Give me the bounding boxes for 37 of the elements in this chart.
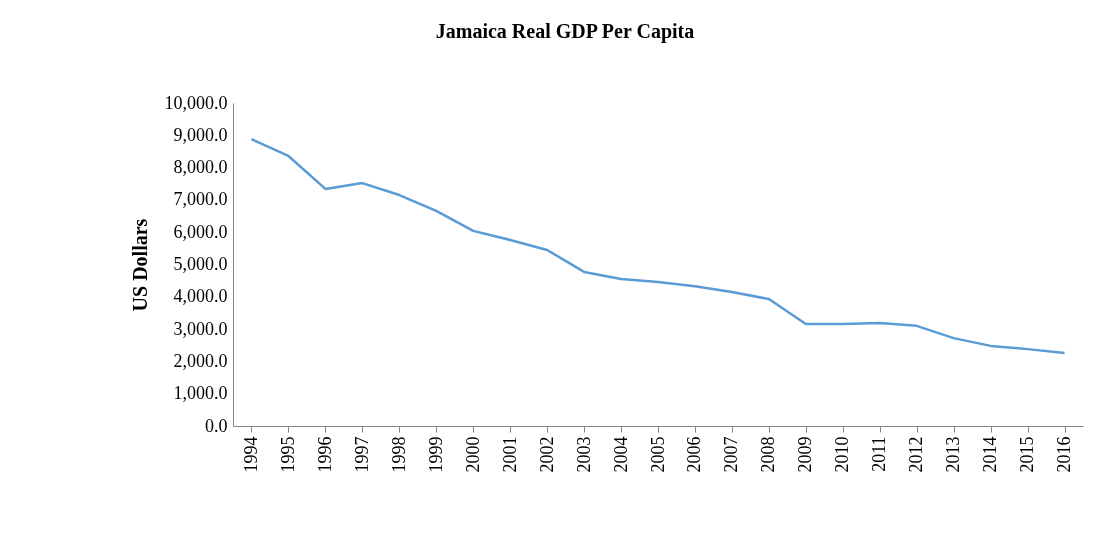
x-tick-label: 1997 bbox=[351, 436, 372, 473]
x-tick-label: 2000 bbox=[462, 436, 483, 473]
x-tick-label: 2001 bbox=[499, 436, 520, 473]
x-tick-label: 2009 bbox=[795, 436, 816, 473]
x-tick-label: 1998 bbox=[388, 436, 409, 473]
x-tick-label: 2003 bbox=[573, 436, 594, 473]
x-tick-label: 2007 bbox=[721, 436, 742, 473]
line-series bbox=[250, 137, 1066, 355]
x-tick-label: 1994 bbox=[240, 436, 261, 473]
x-tick-label: 2015 bbox=[1017, 436, 1038, 473]
x-tick-label: 2006 bbox=[684, 436, 705, 473]
x-tick-label: 1996 bbox=[314, 436, 335, 473]
x-tick-label: 2005 bbox=[647, 436, 668, 473]
y-tick-label: 1,000.0 bbox=[173, 383, 228, 404]
x-tick-label: 2002 bbox=[536, 436, 557, 473]
y-tick-label: 9,000.0 bbox=[173, 124, 228, 145]
y-tick-label: 10,000.0 bbox=[164, 92, 228, 113]
x-tick-label: 2013 bbox=[943, 436, 964, 473]
y-tick-label: 2,000.0 bbox=[173, 350, 228, 371]
y-tick-label: 6,000.0 bbox=[173, 221, 228, 242]
x-tick-label: 2011 bbox=[869, 436, 890, 472]
x-tick-label: 1995 bbox=[277, 436, 298, 473]
x-tick-label: 2016 bbox=[1054, 436, 1075, 473]
y-tick-label: 8,000.0 bbox=[173, 157, 228, 178]
y-tick-label: 4,000.0 bbox=[173, 286, 228, 307]
x-tick-label: 2010 bbox=[832, 436, 853, 473]
x-tick-label: 2008 bbox=[758, 436, 779, 473]
y-tick-label: 3,000.0 bbox=[173, 318, 228, 339]
y-tick-label: 0.0 bbox=[205, 415, 228, 436]
x-tick-label: 2004 bbox=[610, 436, 631, 473]
x-tick-label: 2012 bbox=[906, 436, 927, 473]
y-tick-label: 7,000.0 bbox=[173, 189, 228, 210]
x-tick-label: 2014 bbox=[980, 436, 1001, 473]
chart-title: Jamaica Real GDP Per Capita bbox=[435, 20, 695, 43]
y-tick-label: 5,000.0 bbox=[173, 254, 228, 274]
x-tick-label: 1999 bbox=[425, 436, 446, 473]
y-axis-title: US Dollars bbox=[128, 218, 151, 312]
